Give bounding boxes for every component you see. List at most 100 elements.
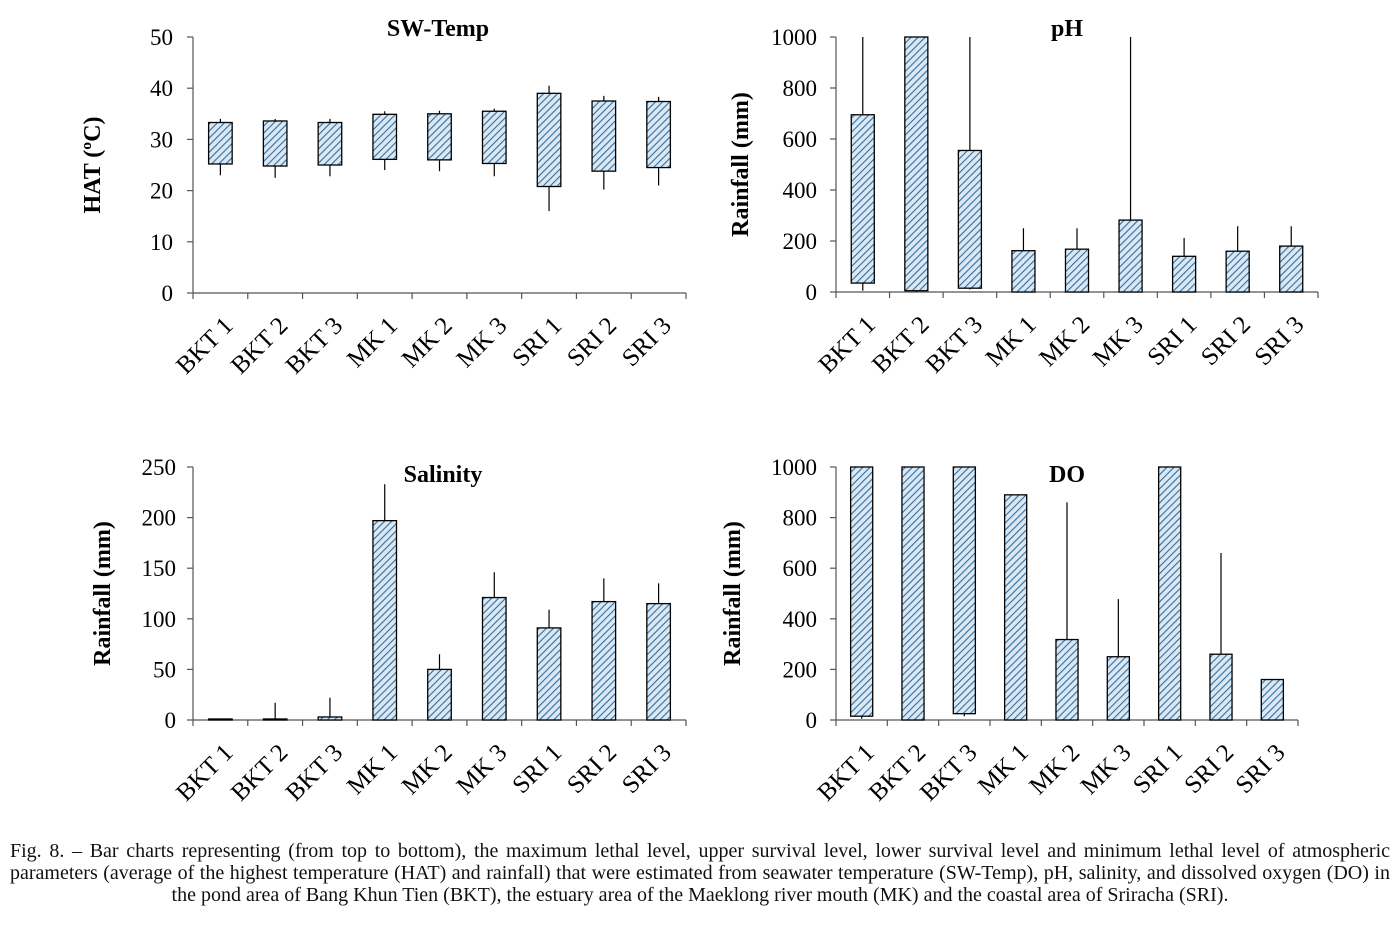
y-tick-label: 200 xyxy=(783,657,818,682)
y-tick-label: 400 xyxy=(783,607,818,632)
x-tick-label: MK 1 xyxy=(342,739,403,800)
x-tick-label: SRI 1 xyxy=(1128,739,1188,799)
x-tick-label: SRI 3 xyxy=(1250,311,1310,371)
bar xyxy=(957,149,983,289)
x-tick-label: BKT 2 xyxy=(226,739,293,806)
bar xyxy=(1157,466,1182,721)
x-tick-label: SRI 2 xyxy=(562,312,622,372)
bar xyxy=(536,92,562,188)
bar xyxy=(1225,250,1250,293)
y-tick-label: 0 xyxy=(806,708,818,733)
chart-title: DO xyxy=(1049,462,1085,488)
bar xyxy=(481,596,507,721)
bar xyxy=(850,114,875,284)
bar xyxy=(207,718,233,721)
x-tick-label: BKT 3 xyxy=(281,312,348,379)
x-tick-label: MK 3 xyxy=(452,312,513,373)
bar xyxy=(1011,250,1036,293)
x-tick-label: SRI 1 xyxy=(1142,311,1202,371)
bar xyxy=(1171,255,1197,293)
bar xyxy=(646,100,672,169)
x-tick-label: BKT 3 xyxy=(921,311,988,378)
x-tick-label: SRI 2 xyxy=(1179,739,1239,799)
bar xyxy=(849,466,874,717)
y-tick-label: 10 xyxy=(150,230,173,255)
chart-title: SW-Temp xyxy=(387,16,489,42)
x-tick-label: MK 3 xyxy=(1076,739,1137,800)
x-tick-label: BKT 2 xyxy=(226,312,293,379)
x-tick-label: MK 2 xyxy=(1034,311,1095,372)
bar xyxy=(317,121,343,166)
bar xyxy=(952,466,977,715)
bar xyxy=(1003,494,1028,721)
y-tick-label: 20 xyxy=(150,179,173,204)
chart-panel-3: Salinity Rainfall (mm) 0 50 100 150 200 250 BKT … xyxy=(90,455,687,807)
bar xyxy=(262,718,288,721)
bar xyxy=(901,466,925,721)
y-tick-label: 0 xyxy=(165,708,177,733)
y-tick-label: 400 xyxy=(783,178,818,203)
x-tick-label: MK 2 xyxy=(397,312,458,373)
x-tick-label: BKT 1 xyxy=(814,311,881,378)
x-tick-label: BKT 3 xyxy=(281,739,348,806)
y-tick-label: 200 xyxy=(142,506,177,531)
y-tick-label: 600 xyxy=(783,127,818,152)
x-tick-label: MK 3 xyxy=(1088,311,1149,372)
y-tick-label: 200 xyxy=(783,229,818,254)
x-tick-label: MK 3 xyxy=(452,739,513,800)
figure-caption: Fig. 8. – Bar charts representing (from … xyxy=(10,840,1390,906)
x-tick-label: MK 2 xyxy=(397,739,458,800)
bar xyxy=(1055,638,1079,721)
bar xyxy=(1279,245,1304,293)
bar xyxy=(904,36,929,292)
y-tick-label: 800 xyxy=(783,76,818,101)
y-axis-label: HAT (ºC) xyxy=(80,116,106,213)
y-tick-label: 1000 xyxy=(771,25,817,50)
y-tick-label: 800 xyxy=(783,506,818,531)
chart-title: pH xyxy=(1051,16,1083,42)
x-tick-label: BKT 2 xyxy=(864,739,931,806)
x-tick-label: SRI 3 xyxy=(617,312,677,372)
x-tick-label: MK 1 xyxy=(973,739,1034,800)
bar xyxy=(427,668,452,721)
x-tick-label: BKT 2 xyxy=(867,311,934,378)
y-tick-label: 1000 xyxy=(771,455,817,480)
y-tick-label: 600 xyxy=(783,556,818,581)
bar xyxy=(1260,678,1285,721)
bar xyxy=(591,600,617,721)
y-tick-label: 50 xyxy=(150,25,173,50)
x-tick-label: SRI 2 xyxy=(1196,311,1256,371)
bar xyxy=(427,113,452,161)
x-tick-label: BKT 1 xyxy=(813,739,880,806)
bar xyxy=(1209,653,1233,721)
x-tick-label: MK 1 xyxy=(342,312,403,373)
y-tick-label: 50 xyxy=(153,657,176,682)
bar xyxy=(646,602,672,721)
bar xyxy=(372,519,398,721)
bar xyxy=(372,113,398,161)
y-axis-label: Rainfall (mm) xyxy=(90,521,116,666)
x-tick-label: MK 1 xyxy=(981,311,1042,372)
y-tick-label: 100 xyxy=(142,607,177,632)
x-tick-label: SRI 1 xyxy=(507,739,567,799)
y-axis-label: Rainfall (mm) xyxy=(720,521,746,666)
bar xyxy=(207,121,233,165)
x-tick-label: BKT 1 xyxy=(171,312,238,379)
x-tick-label: SRI 3 xyxy=(617,739,677,799)
x-tick-label: SRI 1 xyxy=(507,312,567,372)
x-tick-label: BKT 3 xyxy=(915,739,982,806)
bar xyxy=(591,100,617,172)
bar xyxy=(1106,656,1131,721)
x-tick-label: SRI 2 xyxy=(562,739,622,799)
y-tick-label: 150 xyxy=(142,556,177,581)
y-tick-label: 40 xyxy=(150,76,173,101)
bar xyxy=(262,120,288,167)
y-tick-label: 0 xyxy=(162,281,174,306)
bar xyxy=(481,110,507,165)
bar xyxy=(1064,248,1090,293)
bar xyxy=(1118,219,1143,293)
